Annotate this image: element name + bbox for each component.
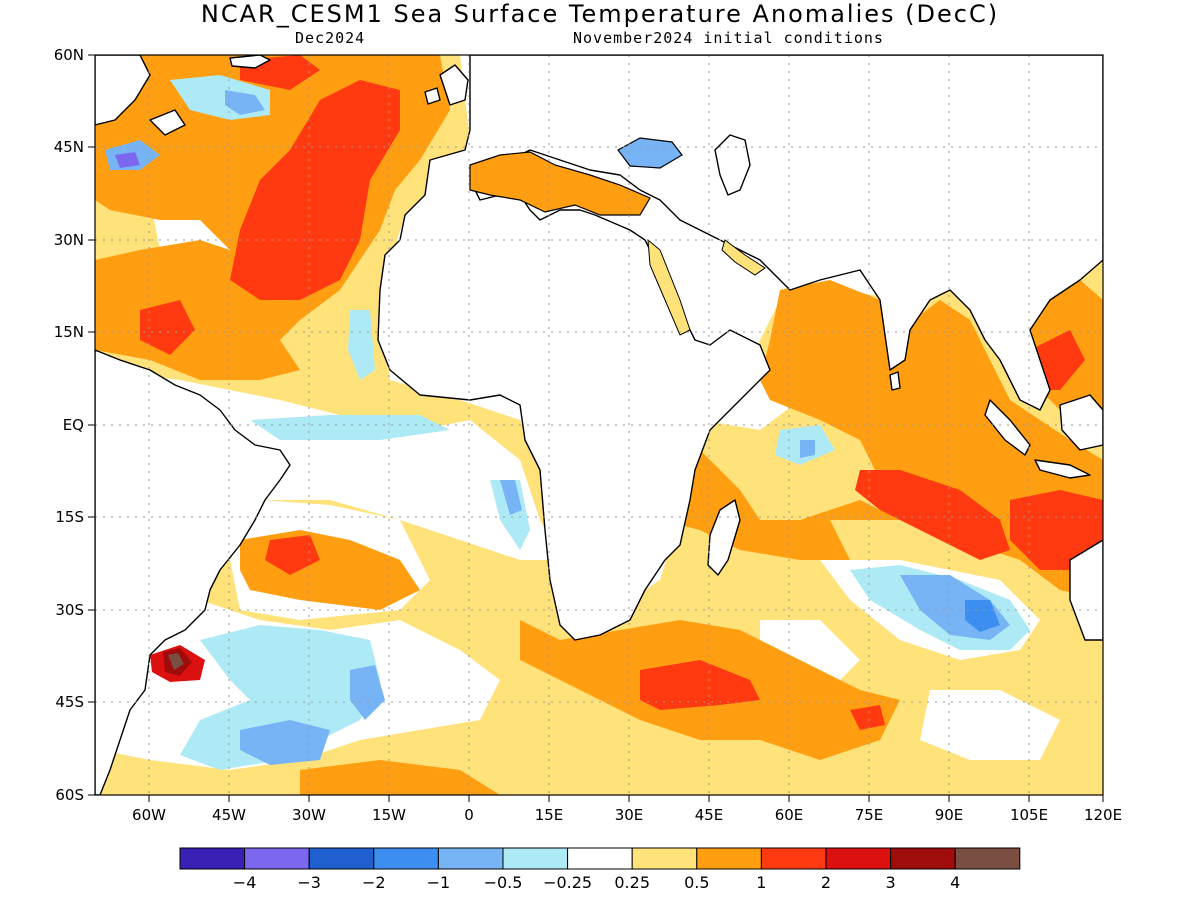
- persian-gulf: [721, 239, 766, 276]
- lat-label: 30S: [55, 601, 84, 619]
- lon-label: 105E: [1010, 806, 1048, 824]
- black-sea: [617, 137, 683, 169]
- lon-label: 45E: [695, 806, 724, 824]
- colorbar-label: −4: [233, 873, 257, 892]
- latitude-labels: 60N 45N 30N 15N EQ 15S 30S 45S 60S: [54, 46, 84, 804]
- colorbar-label: 3: [886, 873, 896, 892]
- colorbar: −4 −3 −2 −1 −0.5 −0.25 0.25 0.5 1 2 3 4: [179, 847, 1021, 892]
- north-america-outline: [95, 55, 151, 126]
- lat-label: 45S: [55, 693, 84, 711]
- lat-label: 60S: [55, 786, 84, 804]
- colorbar-label: 0.25: [614, 873, 650, 892]
- colorbar-label: 0.5: [684, 873, 709, 892]
- colorbar-label: 2: [821, 873, 831, 892]
- anomaly-brown-areas: [168, 653, 184, 670]
- colorbar-label: −0.5: [484, 873, 523, 892]
- colorbar-swatch: [308, 847, 375, 870]
- lat-label: 60N: [54, 46, 84, 64]
- colorbar-label: −2: [362, 873, 386, 892]
- south-america-outline: [95, 349, 291, 795]
- british-isles-outline: [439, 64, 469, 106]
- caspian-sea: [714, 134, 751, 196]
- colorbar-swatch: [244, 847, 310, 870]
- longitude-labels: 60W 45W 30W 15W 0 15E 30E 45E 60E 75E 90…: [132, 806, 1122, 824]
- colorbar-swatch: [890, 847, 956, 870]
- anomaly-white-areas: [95, 190, 1060, 770]
- colorbar-swatch: [502, 847, 569, 870]
- sri-lanka-outline: [889, 371, 901, 391]
- lat-label: EQ: [63, 416, 84, 434]
- red-sea: [647, 238, 691, 336]
- lon-label: 15E: [535, 806, 564, 824]
- axis-ticks: [88, 54, 1104, 802]
- anomaly-field: [95, 55, 1103, 795]
- lon-label: 30E: [615, 806, 644, 824]
- anomaly-cyan-areas: [170, 75, 1030, 770]
- initial-conditions: November2024 initial conditions: [573, 29, 884, 47]
- colorbar-swatch: [760, 847, 827, 870]
- sumatra-outline: [984, 399, 1031, 456]
- anomaly-purple-areas: [115, 152, 140, 168]
- lon-label: 60E: [775, 806, 804, 824]
- newfoundland-outline: [149, 109, 186, 136]
- colorbar-swatch: [437, 847, 504, 870]
- gridlines: [95, 55, 1103, 795]
- colorbar-swatch: [954, 847, 1021, 870]
- lon-label: 60W: [132, 806, 166, 824]
- lon-label: 75E: [855, 806, 884, 824]
- colorbar-swatch: [696, 847, 762, 870]
- colorbar-swatch: [373, 847, 439, 870]
- africa-eurasia-outline: [377, 55, 1103, 641]
- colorbar-swatch: [825, 847, 892, 870]
- colorbar-swatch: [567, 847, 633, 870]
- lon-label: 90E: [935, 806, 964, 824]
- lat-label: 45N: [54, 138, 84, 156]
- lon-label: 45W: [212, 806, 246, 824]
- lat-label: 15N: [54, 323, 84, 341]
- colorbar-swatch: [631, 847, 698, 870]
- australia-outline: [1069, 539, 1103, 641]
- lon-label: 120E: [1084, 806, 1122, 824]
- map-title: NCAR_CESM1 Sea Surface Temperature Anoma…: [200, 0, 1000, 28]
- colorbar-label: 4: [950, 873, 960, 892]
- mediterranean-sea: [469, 151, 651, 216]
- colorbar-label: −3: [297, 873, 321, 892]
- lat-label: 30N: [54, 231, 84, 249]
- borneo-outline: [1059, 394, 1103, 451]
- lat-label: 15S: [55, 508, 84, 526]
- lon-label: 0: [464, 806, 474, 824]
- colorbar-label: −0.25: [543, 873, 592, 892]
- ireland-outline: [424, 87, 441, 105]
- lon-label: 30W: [292, 806, 326, 824]
- land-masses: [95, 55, 1103, 795]
- forecast-month: Dec2024: [295, 29, 366, 47]
- lon-label: 15W: [372, 806, 406, 824]
- colorbar-swatch: [179, 847, 246, 870]
- madagascar-outline: [707, 499, 741, 576]
- colorbar-label: −1: [427, 873, 451, 892]
- java-outline: [1034, 459, 1091, 479]
- colorbar-label: 1: [756, 873, 766, 892]
- anomaly-blue-areas: [965, 600, 1000, 632]
